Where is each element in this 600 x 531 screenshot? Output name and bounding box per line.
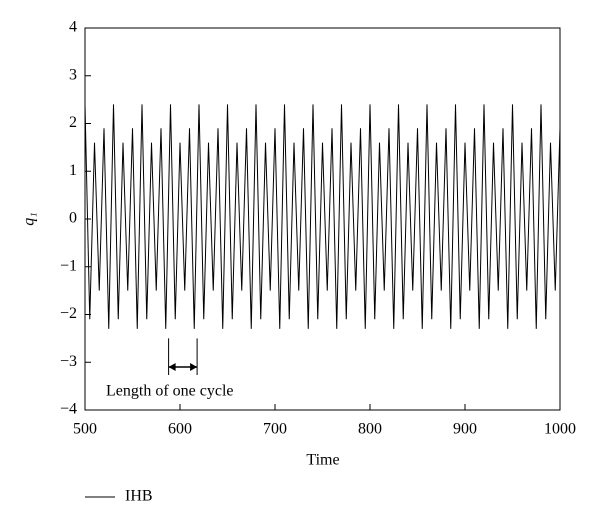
y-tick-label: 1 — [69, 162, 77, 179]
legend-label: IHB — [125, 488, 153, 505]
y-tick-label: 0 — [69, 210, 77, 227]
y-tick-label: 2 — [69, 114, 77, 131]
x-tick-label: 500 — [73, 421, 97, 438]
y-tick-label: 3 — [69, 66, 77, 83]
y-tick-label: −1 — [60, 257, 77, 274]
x-tick-label: 700 — [263, 421, 287, 438]
arrow-head — [168, 363, 198, 372]
annotation-text: Length of one cycle — [106, 383, 234, 400]
x-tick-label: 1000 — [544, 421, 576, 438]
y-tick-label: −2 — [60, 305, 77, 322]
data-line — [84, 104, 561, 329]
y-tick-label: 4 — [69, 19, 77, 36]
plot-frame — [84, 27, 561, 411]
y-axis-label: q₁ — [21, 212, 38, 226]
y-tick-label: −4 — [60, 401, 77, 418]
x-tick-label: 600 — [168, 421, 192, 438]
x-tick-label: 900 — [453, 421, 477, 438]
y-tick-label: −3 — [60, 353, 77, 370]
x-axis-label: Time — [306, 452, 339, 469]
x-tick-label: 800 — [358, 421, 382, 438]
